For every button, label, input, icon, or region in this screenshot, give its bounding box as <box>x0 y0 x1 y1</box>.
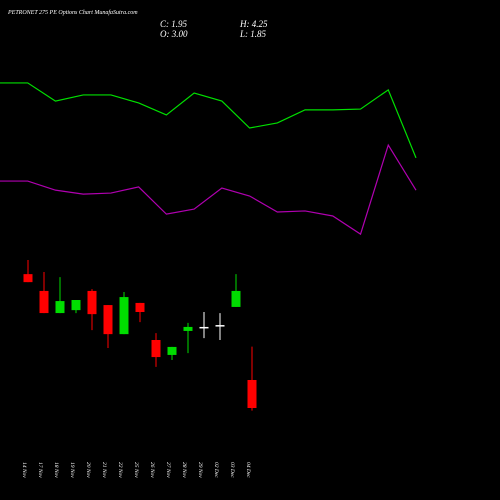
candle-body <box>247 380 257 408</box>
x-tick-label: 20 Nov <box>85 462 91 478</box>
candle-body <box>183 326 193 331</box>
candle-body <box>199 326 209 329</box>
candle-body <box>39 290 49 314</box>
candle-body <box>215 325 225 327</box>
x-tick-label: 04 Dec <box>245 462 252 478</box>
x-tick-label: 02 Dec <box>213 462 219 478</box>
x-tick-label: 18 Nov <box>53 462 59 478</box>
x-tick-label: 25 Nov <box>133 462 139 478</box>
candle-body <box>119 297 129 335</box>
x-tick-label: 14 Nov <box>21 462 28 478</box>
x-tick-label: 03 Dec <box>229 462 235 478</box>
candle-body <box>151 340 161 358</box>
candle-body <box>103 305 113 335</box>
high-info: H: 4.25 <box>239 19 268 29</box>
x-tick-label: 29 Nov <box>197 462 203 478</box>
candle-body <box>55 301 65 314</box>
indicator-line <box>0 143 417 236</box>
x-tick-label: 21 Nov <box>101 462 107 478</box>
candle-body <box>23 274 33 283</box>
candle-body <box>87 290 97 315</box>
low-info: L: 1.85 <box>239 29 267 39</box>
x-tick-label: 28 Nov <box>181 462 187 478</box>
chart-title: PETRONET 275 PE Options Chart MunafaSutr… <box>7 9 138 16</box>
candle-body <box>231 290 241 307</box>
candle-body <box>71 300 81 311</box>
indicator-line <box>0 82 417 159</box>
x-tick-label: 17 Nov <box>37 462 43 478</box>
candle-body <box>135 302 145 312</box>
candle-body <box>167 346 177 355</box>
x-tick-label: 27 Nov <box>165 462 171 478</box>
x-tick-label: 22 Nov <box>117 462 123 478</box>
x-tick-label: 19 Nov <box>69 462 75 478</box>
open-info: O: 3.00 <box>160 29 188 39</box>
x-tick-label: 26 Nov <box>149 462 155 478</box>
close-info: C: 1.95 <box>160 19 188 29</box>
